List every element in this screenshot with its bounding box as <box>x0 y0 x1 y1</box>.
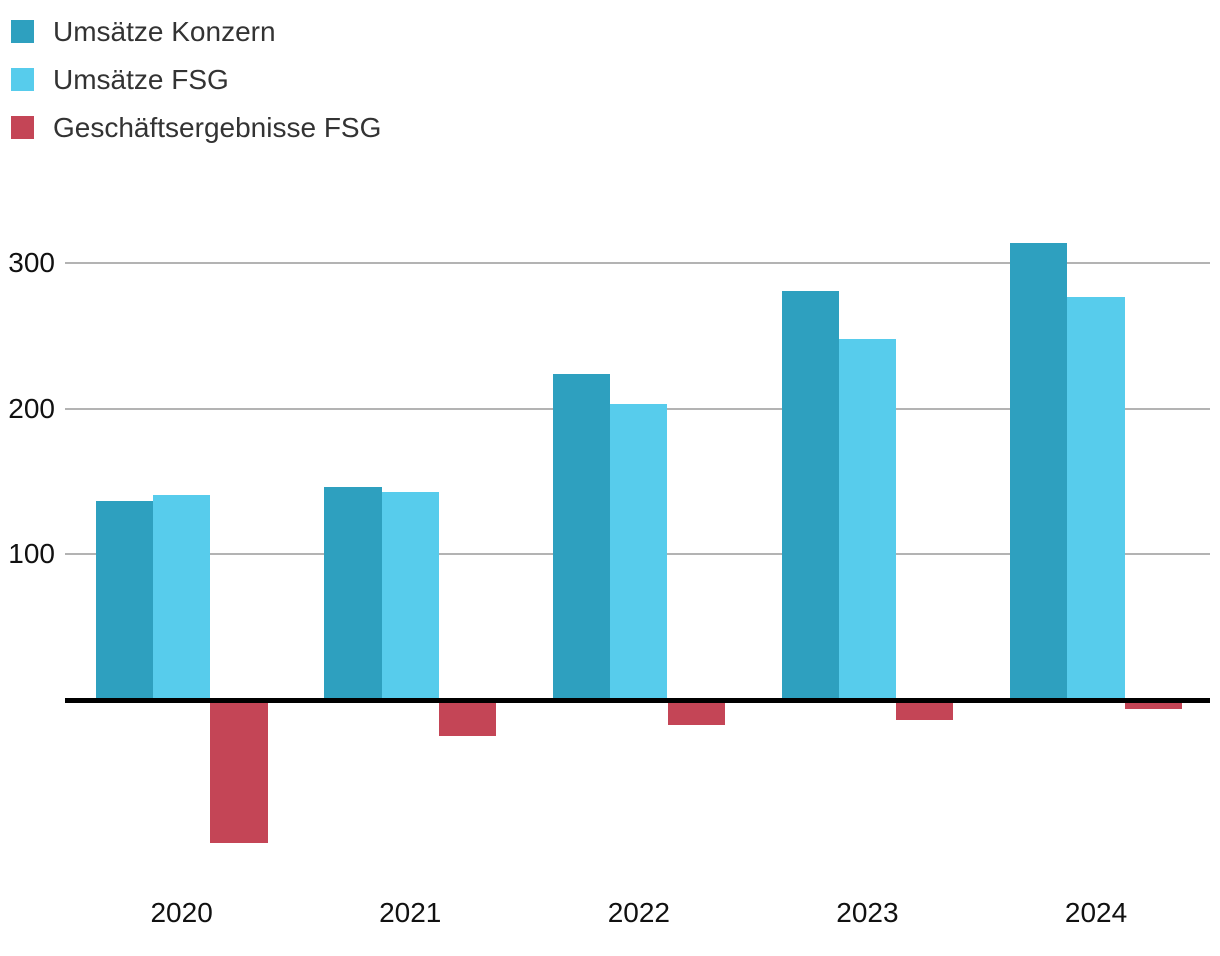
legend-item-label: Geschäftsergebnisse FSG <box>53 111 382 143</box>
y-axis-tick-label: 300 <box>8 247 55 279</box>
bar-geschaeftsergebnis-fsg-2023 <box>896 700 954 721</box>
bar-umsaetze-fsg-2023 <box>838 338 897 700</box>
bar-umsaetze-konzern-2020 <box>95 500 153 700</box>
bar-geschaeftsergebnis-fsg-2020 <box>210 700 268 843</box>
horizontal-gridline <box>65 262 1210 265</box>
bar-geschaeftsergebnis-fsg-2022 <box>667 700 725 725</box>
x-axis-tick-label: 2023 <box>836 897 899 928</box>
bar-umsaetze-fsg-2022 <box>610 404 668 700</box>
bar-umsaetze-konzern-2024 <box>1010 242 1068 700</box>
x-axis-tick-label: 2021 <box>379 897 442 928</box>
legend-swatch-cyan <box>11 68 34 91</box>
legend-item-label: Umsätze FSG <box>53 63 229 95</box>
x-axis-baseline <box>65 697 1210 703</box>
bar-umsaetze-konzern-2023 <box>781 290 839 700</box>
chart-legend: Umsätze Konzern Umsätze FSG Geschäftsergeb… <box>11 16 381 164</box>
x-axis-tick-label: 2020 <box>150 897 213 928</box>
x-axis-tick-label: 2022 <box>607 897 670 928</box>
bar-umsaetze-konzern-2021 <box>324 487 382 700</box>
bar-geschaeftsergebnis-fsg-2021 <box>438 700 497 737</box>
y-axis-tick-label: 200 <box>8 392 55 424</box>
bar-umsaetze-fsg-2021 <box>381 491 439 700</box>
legend-item: Geschäftsergebnisse FSG <box>11 112 381 143</box>
x-axis-tick-label: 2024 <box>1064 897 1128 928</box>
bar-umsaetze-fsg-2024 <box>1067 296 1125 700</box>
bar-geschaeftsergebnis-fsg-2024 <box>1124 700 1182 709</box>
legend-swatch-teal <box>11 20 34 43</box>
legend-item: Umsätze FSG <box>11 64 381 95</box>
bar-umsaetze-fsg-2020 <box>153 494 211 700</box>
y-axis-tick-label: 100 <box>8 538 55 570</box>
legend-item-label: Umsätze Konzern <box>53 15 276 47</box>
legend-item: Umsätze Konzern <box>11 16 381 47</box>
bar-umsaetze-konzern-2022 <box>552 373 611 700</box>
legend-swatch-red <box>11 116 34 139</box>
